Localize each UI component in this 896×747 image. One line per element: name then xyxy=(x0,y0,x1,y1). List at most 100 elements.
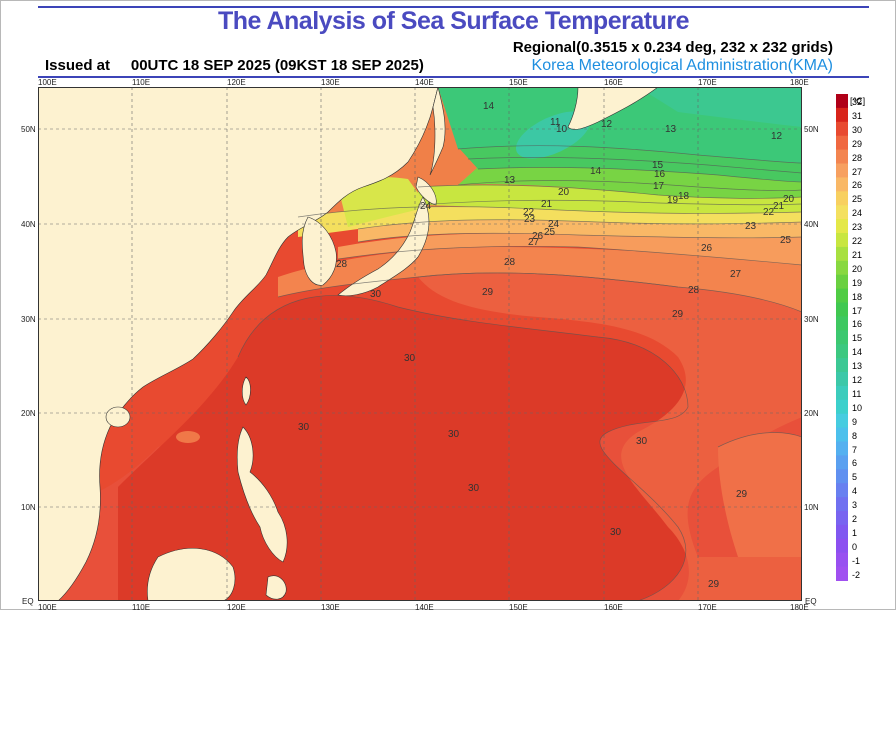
hainan xyxy=(105,406,131,428)
sakhalin xyxy=(429,87,446,176)
asia-mainland xyxy=(38,87,439,601)
legend-swatch xyxy=(836,302,848,317)
legend-level-label: 13 xyxy=(852,361,863,372)
contour-label: 30 xyxy=(636,436,648,447)
contour-label: 21 xyxy=(773,201,785,212)
legend-swatch xyxy=(836,511,848,526)
contour-label: 15 xyxy=(652,160,664,171)
legend-level-label: 26 xyxy=(852,180,863,191)
legend-swatch xyxy=(836,191,848,206)
sea-zone-29 xyxy=(418,272,802,601)
lat-label-left: 30N xyxy=(21,315,36,324)
lat-label-left: 40N xyxy=(21,220,36,229)
legend-level-label: 22 xyxy=(852,236,863,246)
contour-label: 24 xyxy=(548,219,560,230)
legend-level-label: 27 xyxy=(852,166,863,177)
lon-label-top: 180E xyxy=(790,78,809,87)
contour-label: 13 xyxy=(504,175,516,186)
legend-swatch xyxy=(836,552,848,568)
lat-label-left: 10N xyxy=(21,503,36,512)
contour-label: 27 xyxy=(528,237,540,248)
legend-level-label: 30 xyxy=(852,124,863,135)
legend-swatch xyxy=(836,469,848,484)
legend-swatch xyxy=(836,121,848,137)
contour-label: 13 xyxy=(665,124,677,135)
contour-label: 23 xyxy=(745,221,757,232)
legend-level-label: 15 xyxy=(852,333,863,344)
legend-swatch xyxy=(836,372,848,387)
legend-swatch xyxy=(836,483,848,498)
contour-label: 12 xyxy=(771,131,783,142)
legend-level-label: 3 xyxy=(852,500,858,511)
lon-label-top: 130E xyxy=(321,78,340,87)
contour-label: 27 xyxy=(730,269,742,280)
legend-level-label: 21 xyxy=(852,249,863,260)
legend-swatch xyxy=(836,274,848,290)
legend-swatch xyxy=(836,358,848,373)
legend-swatch xyxy=(836,94,848,109)
grid-info: Regional(0.3515 x 0.234 deg, 232 x 232 g… xyxy=(512,39,833,56)
contour-label: 30 xyxy=(370,289,382,300)
legend-level-label: 10 xyxy=(852,402,863,413)
contour-label: 24 xyxy=(420,201,432,212)
legend-swatch xyxy=(836,288,848,303)
legend-level-label: 18 xyxy=(852,291,863,302)
taiwan xyxy=(241,376,251,406)
legend-swatch xyxy=(836,205,848,220)
legend-swatch xyxy=(836,163,848,178)
sulawesi xyxy=(265,575,287,600)
lat-label-right: 40N xyxy=(804,220,819,229)
lat-label-right: 20N xyxy=(804,409,819,418)
legend-level-label: -2 xyxy=(852,569,861,580)
sea-zone-27 xyxy=(338,233,802,265)
legend-swatch xyxy=(836,107,848,123)
legend-level-label: 0 xyxy=(852,541,858,552)
legend-level-label: 28 xyxy=(852,152,863,163)
contour-label-group: 10 11 12 12 13 13 14 14 15 16 17 18 19 2… xyxy=(298,101,795,590)
legend-level-label: 17 xyxy=(852,305,863,316)
contour-label: 30 xyxy=(298,422,310,433)
legend-swatch xyxy=(836,330,848,345)
legend-level-label: 11 xyxy=(852,388,862,399)
contour-label: 29 xyxy=(482,287,494,298)
legend-level-label: 23 xyxy=(852,222,863,233)
lon-label-bottom: 170E xyxy=(698,603,717,612)
lon-label-bottom: 110E xyxy=(132,603,151,612)
contour-label: 14 xyxy=(483,101,495,112)
graticule xyxy=(38,87,802,601)
legend-level-label: 19 xyxy=(852,277,863,288)
lon-label-bottom: 140E xyxy=(415,603,434,612)
legend-swatch xyxy=(836,524,848,540)
legend-swatch xyxy=(836,399,848,415)
contour-label: 25 xyxy=(544,227,556,238)
contour-label: 14 xyxy=(590,166,602,177)
contour-label: 28 xyxy=(336,259,348,270)
legend-unit: [℃] xyxy=(850,96,866,106)
contour-label: 30 xyxy=(468,483,480,494)
legend-swatch xyxy=(836,316,848,331)
legend-level-label: 8 xyxy=(852,430,858,441)
kamchatka xyxy=(567,87,659,130)
sea-of-japan xyxy=(338,177,428,227)
contour-label: 28 xyxy=(504,257,516,268)
contour-label: 29 xyxy=(736,489,748,500)
legend-level-label: 29 xyxy=(852,138,863,149)
legend-swatch xyxy=(836,455,848,470)
legend-swatch xyxy=(836,344,848,359)
contour-label: 23 xyxy=(524,214,536,225)
legend-swatch xyxy=(836,246,848,262)
sea-zone-20-22 xyxy=(418,184,802,214)
lat-label-left: 20N xyxy=(21,409,36,418)
legend-level-label: 1 xyxy=(852,527,858,538)
borneo xyxy=(147,547,236,601)
contour-label: 25 xyxy=(780,235,792,246)
sea-zone-25-26 xyxy=(358,219,802,242)
top-rule xyxy=(38,6,869,8)
legend-level-label: 9 xyxy=(852,416,858,427)
lat-label-right: 10N xyxy=(804,503,819,512)
lon-label-top: 150E xyxy=(509,78,528,87)
lon-label-top: 100E xyxy=(38,78,57,87)
contour-label: 12 xyxy=(601,119,613,130)
legend-swatch xyxy=(836,260,848,276)
legend-swatch xyxy=(836,497,848,512)
